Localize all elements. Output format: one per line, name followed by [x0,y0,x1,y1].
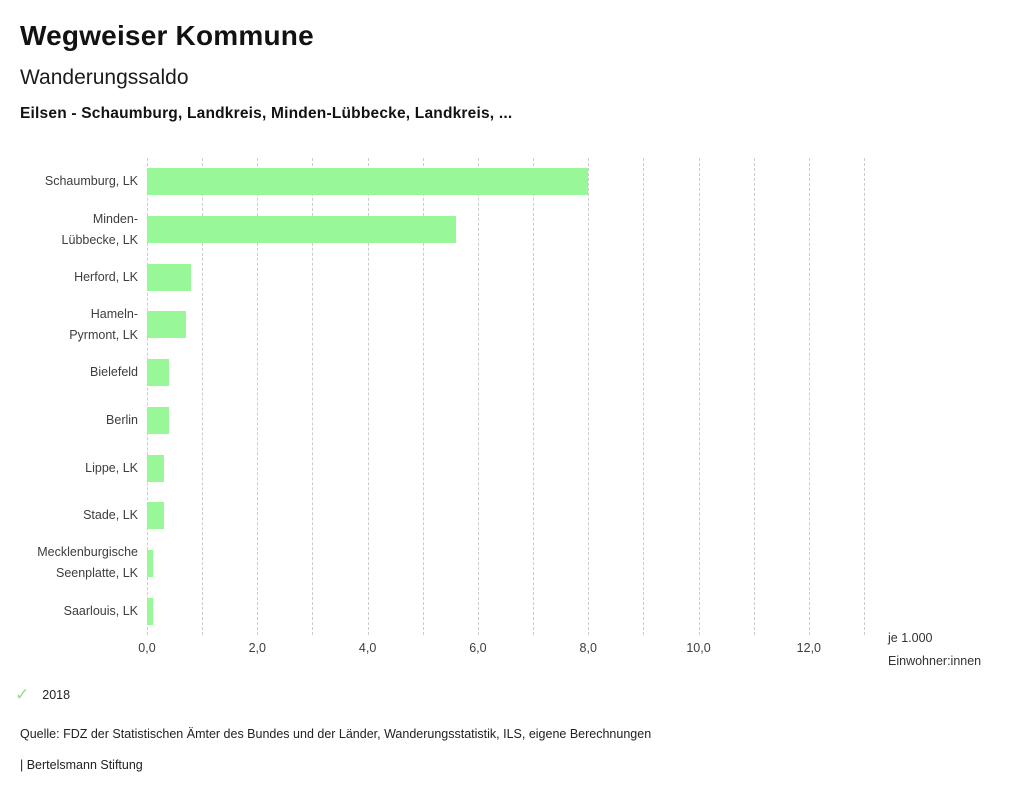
chart-title: Wanderungssaldo [20,66,189,89]
x-tick-label: 0,0 [138,641,156,655]
gridline [698,158,700,635]
gridline [864,158,865,635]
category-label: Schaumburg, LK [44,174,138,189]
x-tick-label: 6,0 [469,641,487,655]
gridline [477,158,479,635]
app-title: Wegweiser Kommune [20,20,314,51]
category-label: Stade, LK [83,508,138,523]
category-label: Saarlouis, LK [63,603,138,618]
category-label: Lippe, LK [85,460,138,475]
bar[interactable] [147,263,192,291]
bar[interactable] [147,502,164,530]
legend-year-label: 2018 [42,687,71,702]
gridline [367,158,369,635]
plot-area [147,158,865,635]
check-icon: ✓ [15,685,30,704]
gridline [643,158,645,635]
axis-unit-line-1: je 1.000 [888,631,933,645]
bar[interactable] [147,359,170,387]
gridline [147,158,148,635]
category-label: Berlin [106,412,138,427]
gridline [533,158,535,635]
category-label: Herford, LK [74,269,138,284]
gridline [202,158,204,635]
gridline [588,158,590,635]
bar[interactable] [147,597,153,625]
bar[interactable] [147,216,456,244]
gridline [312,158,314,635]
x-tick-label: 4,0 [358,641,377,655]
category-label: Bielefeld [90,365,138,380]
legend-year-toggle[interactable]: ✓ 2018 [15,686,70,703]
brand-attribution: | Bertelsmann Stiftung [20,758,143,772]
gridline [808,158,810,635]
x-tick-label: 10,0 [686,641,711,655]
category-label: Minden- Lübbecke, LK [61,211,138,247]
category-label: Hameln- Pyrmont, LK [69,306,138,342]
value-axis: 0,0 2,0 4,0 6,0 8,0 10,0 12,0 [138,641,864,657]
axis-unit-line-2: Einwohner:innen [888,654,982,668]
bar[interactable] [147,549,153,577]
bar[interactable] [147,406,170,434]
gridline [257,158,259,635]
bar[interactable] [147,168,589,196]
selection-breadcrumb: Eilsen - Schaumburg, Landkreis, Minden-L… [20,105,513,122]
x-tick-label: 12,0 [796,641,822,655]
axis-unit-label: je 1.000 Einwohner:innen [888,627,981,673]
gridline [753,158,755,635]
bar[interactable] [147,311,186,339]
gridline [422,158,424,635]
bar[interactable] [147,454,164,482]
category-axis: Schaumburg, LK Minden- Lübbecke, LK Herfor… [0,158,138,635]
x-tick-label: 8,0 [579,641,597,655]
category-label: Mecklenburgische Seenplatte, LK [37,545,138,581]
x-tick-label: 2,0 [248,641,266,655]
source-text: Quelle: FDZ der Statistischen Ämter des … [20,727,652,741]
